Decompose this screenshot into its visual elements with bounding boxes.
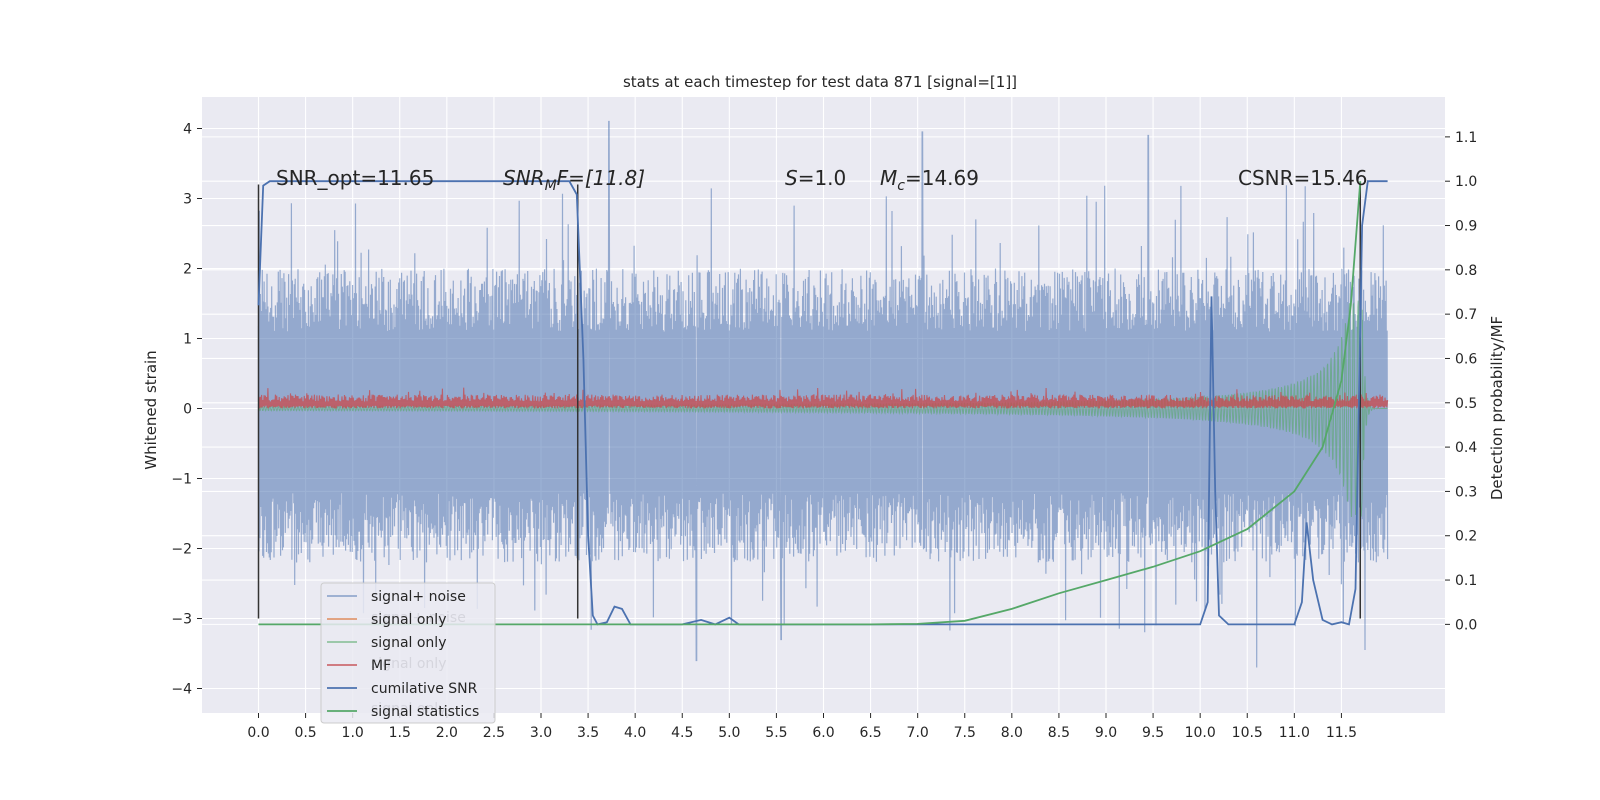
y-right-ticks: 1.1 1.0 0.9 0.8 0.7 0.6 0.5 0.4 0.3 0.2 0.1 0.0 — [1445, 130, 1477, 633]
x-tick-label: 8.0 — [1001, 725, 1023, 741]
y-tick-label: 4 — [183, 122, 192, 138]
y-right-tick-label: 1.0 — [1455, 174, 1477, 190]
x-tick-label: 2.5 — [483, 725, 505, 741]
annotation-s-main: S — [785, 166, 798, 190]
legend-label: signal statistics — [371, 704, 479, 720]
y-right-axis-label: Detection probability/MF — [1488, 316, 1506, 500]
x-tick-label: 11.5 — [1326, 725, 1357, 741]
y-ticks: 4 3 2 1 0 −1 −2 −3 −4 — [171, 122, 202, 698]
y-right-tick-label: 0.0 — [1455, 617, 1477, 633]
y-right-tick-label: 0.6 — [1455, 351, 1477, 367]
y-right-tick-label: 1.1 — [1455, 130, 1477, 146]
annotation-snr-mf: SNRMF=[11.8] — [503, 166, 645, 194]
y-tick-label: −3 — [171, 612, 192, 628]
x-tick-label: 2.0 — [436, 725, 458, 741]
annotation-snr-mf-rest: F=[11.8] — [557, 166, 645, 190]
x-tick-label: 9.0 — [1095, 725, 1117, 741]
x-tick-label: 5.5 — [765, 725, 787, 741]
y-axis-label: Whitened strain — [142, 350, 160, 469]
legend-ghost: signal+ noise signal only signal only — [371, 610, 466, 717]
y-right-tick-label: 0.9 — [1455, 219, 1477, 235]
x-tick-label: 8.5 — [1048, 725, 1070, 741]
x-tick-label: 3.5 — [577, 725, 599, 741]
annotation-mc-rest: =14.69 — [905, 166, 979, 190]
y-tick-label: −1 — [171, 472, 192, 488]
x-tick-label: 6.5 — [859, 725, 881, 741]
x-tick-label: 5.0 — [718, 725, 740, 741]
y-right-tick-label: 0.3 — [1455, 484, 1477, 500]
y-tick-label: −4 — [171, 682, 192, 698]
x-tick-label: 0.5 — [294, 725, 316, 741]
annotation-snr-mf-main: SNR — [503, 166, 545, 190]
x-tick-label: 4.5 — [671, 725, 693, 741]
y-tick-label: 0 — [183, 402, 192, 418]
x-tick-label: 10.0 — [1185, 725, 1216, 741]
y-tick-label: −2 — [171, 542, 192, 558]
y-tick-label: 2 — [183, 262, 192, 278]
annotation-s-rest: =1.0 — [798, 166, 847, 190]
annotation-mc: Mc=14.69 — [880, 166, 979, 194]
legend-ghost-label-1: signal only — [371, 656, 446, 672]
y-right-tick-label: 0.1 — [1455, 573, 1477, 589]
legend-ghost-label-2: signal only — [371, 701, 446, 717]
x-tick-label: 7.0 — [907, 725, 929, 741]
legend-label: signal only — [371, 612, 446, 628]
y-right-tick-label: 0.4 — [1455, 440, 1477, 456]
annotations: SNR_opt=11.65 SNRMF=[11.8] S=1.0 Mc=14.6… — [276, 166, 1368, 194]
annotation-snr-mf-sub: M — [545, 178, 557, 194]
x-tick-label: 10.5 — [1232, 725, 1263, 741]
series-mf — [257, 387, 1389, 409]
x-tick-label: 1.0 — [342, 725, 364, 741]
x-ticks: 0.0 0.5 1.0 1.5 2.0 2.5 3.0 3.5 4.0 4.5 5.0 5.5 6.0 6… — [247, 713, 1357, 741]
x-tick-label: 6.0 — [812, 725, 834, 741]
y-right-tick-label: 0.2 — [1455, 529, 1477, 545]
legend: signal+ noise signal only signal only si… — [320, 582, 496, 724]
series-signal-plus-noise — [257, 120, 1389, 668]
x-tick-label: 1.5 — [389, 725, 411, 741]
x-tick-label: 3.0 — [530, 725, 552, 741]
x-tick-label: 7.5 — [954, 725, 976, 741]
legend-label: cumilative SNR — [371, 681, 478, 697]
legend-label: signal+ noise — [371, 589, 466, 605]
x-tick-label: 0.0 — [247, 725, 269, 741]
annotation-s: S=1.0 — [785, 166, 846, 190]
y-right-tick-label: 0.8 — [1455, 263, 1477, 279]
annotation-mc-main: M — [880, 166, 897, 190]
legend-box — [320, 582, 496, 724]
y-tick-label: 1 — [183, 332, 192, 348]
legend-label: MF — [371, 658, 391, 674]
annotation-mc-sub: c — [897, 178, 905, 194]
y-right-tick-label: 0.7 — [1455, 307, 1477, 323]
legend-label: signal only — [371, 635, 446, 651]
annotation-snr-opt: SNR_opt=11.65 — [276, 166, 434, 190]
y-tick-label: 3 — [183, 192, 192, 208]
annotation-csnr: CSNR=15.46 — [1238, 166, 1368, 190]
x-tick-label: 11.0 — [1279, 725, 1310, 741]
x-tick-label: 4.0 — [624, 725, 646, 741]
x-tick-label: 9.5 — [1142, 725, 1164, 741]
series-layer — [257, 120, 1389, 668]
series-signal-statistics — [258, 181, 1362, 626]
chart-title: stats at each timestep for test data 871… — [623, 73, 1017, 91]
legend-ghost-label-0: signal+ noise — [371, 610, 466, 626]
y-right-tick-label: 0.5 — [1455, 396, 1477, 412]
